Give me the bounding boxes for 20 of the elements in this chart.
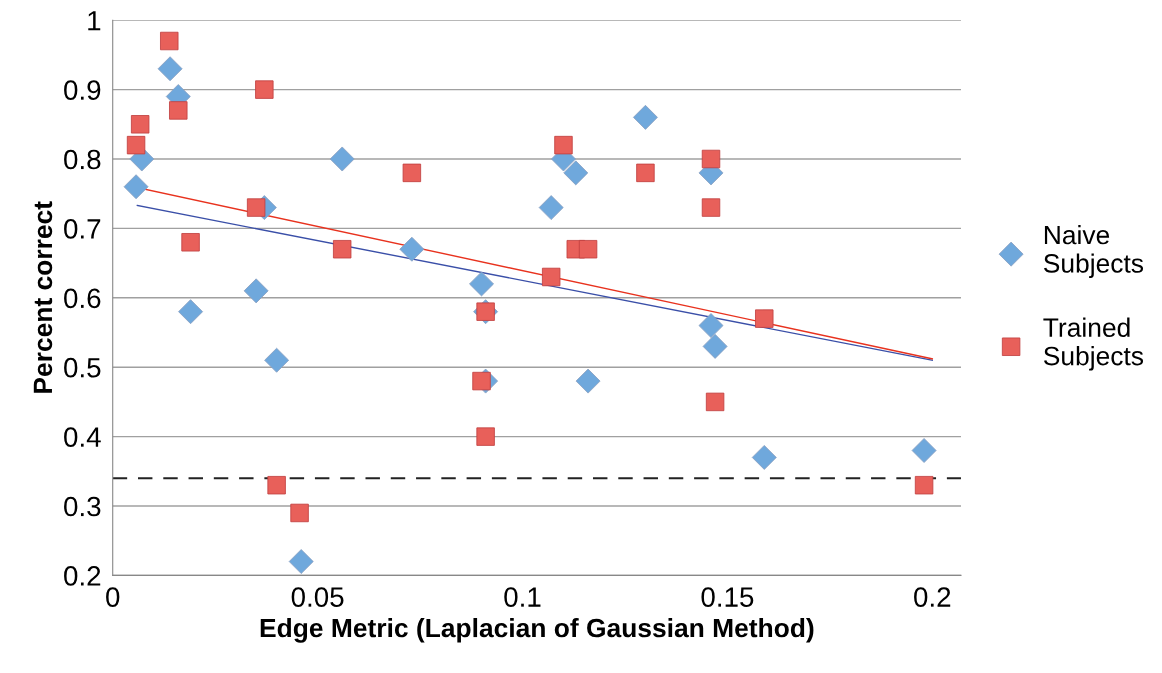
- y-tick-label: 0.4: [64, 427, 101, 447]
- y-axis-title: Percent correct: [33, 201, 53, 393]
- legend-label: Naive Subjects: [1043, 224, 1144, 279]
- point: [563, 160, 589, 186]
- y-tick-label: 0.6: [64, 288, 101, 309]
- x-tick-label: 0.2: [914, 587, 951, 607]
- x-tick-label: 0.1: [504, 587, 541, 607]
- y-tick-label: 0.3: [64, 496, 101, 517]
- point: [632, 104, 658, 130]
- x-tick-label: 0.05: [291, 587, 344, 607]
- x-tick-label: 0.15: [701, 587, 754, 607]
- legend-label: Trained Subjects: [1043, 317, 1144, 371]
- y-tick-label: 0.8: [64, 149, 101, 170]
- y-tick-label: 0.5: [64, 357, 101, 378]
- x-axis-title: Edge Metric (Laplacian of Gaussian Method): [260, 617, 814, 643]
- y-tick-label: 0.9: [64, 80, 101, 100]
- y-tick-label: 0.2: [64, 566, 101, 586]
- x-tick-label: 0: [106, 587, 120, 607]
- y-tick-label: 0.7: [64, 219, 101, 239]
- y-tick-label: 1: [88, 11, 101, 31]
